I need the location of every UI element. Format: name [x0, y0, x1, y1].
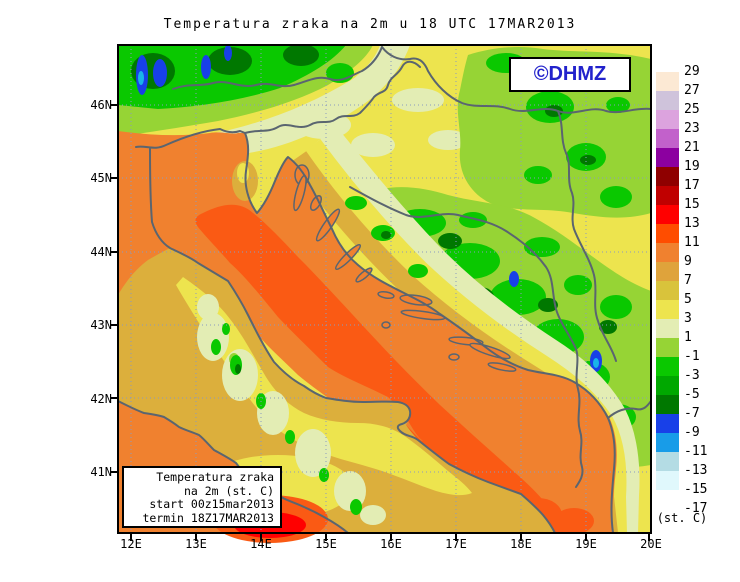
colorbar-block — [656, 376, 679, 395]
dhmz-watermark-text: ©DHMZ — [533, 63, 607, 85]
x-tick-label: 15E — [315, 537, 337, 551]
colorbar-tick-label: 23 — [684, 121, 700, 136]
colorbar-tick-label: -13 — [684, 463, 708, 478]
colorbar-block — [656, 91, 679, 110]
colorbar-tick-label: -7 — [684, 406, 700, 421]
colorbar-block — [656, 243, 679, 262]
colorbar-block — [656, 281, 679, 300]
colorbar-tick-label: 15 — [684, 197, 700, 212]
colorbar-block — [656, 72, 679, 91]
run-info-line: termin 18Z17MAR2013 — [142, 510, 274, 525]
colorbar-tick-label: -17 — [684, 501, 708, 516]
colorbar-tick-label: -11 — [684, 444, 708, 459]
y-tick-label: 41N — [90, 465, 112, 479]
y-tick-label: 43N — [90, 318, 112, 333]
colorbar-tick-label: -9 — [684, 425, 700, 440]
colorbar-tick-label: -15 — [684, 482, 708, 497]
x-tick-label: 19E — [575, 537, 597, 551]
colorbar-block — [656, 186, 679, 205]
colorbar-block — [656, 319, 679, 338]
colorbar-block — [656, 148, 679, 167]
colorbar-block — [656, 414, 679, 433]
colorbar-block — [656, 300, 679, 319]
x-tick-label: 12E — [120, 537, 142, 551]
colorbar-tick-label: 17 — [684, 178, 700, 193]
y-tick-label: 46N — [90, 98, 112, 112]
colorbar-tick-label: 13 — [684, 216, 700, 231]
x-tick-label: 16E — [380, 537, 402, 551]
graticule — [118, 45, 651, 533]
run-info-box: Temperatura zraka na 2m (st. C) start 00z1… — [122, 466, 282, 528]
coastlines — [117, 128, 616, 534]
colorbar-tick-label: 29 — [684, 64, 700, 79]
colorbar-block — [656, 338, 679, 357]
colorbar-tick-label: 7 — [684, 273, 692, 288]
colorbar-block — [656, 471, 679, 490]
map-canvas — [110, 44, 652, 543]
colorbar-block — [656, 110, 679, 129]
y-tick-label: 42N — [90, 391, 112, 406]
map-frame — [110, 44, 652, 541]
dhmz-watermark-box: ©DHMZ — [509, 57, 631, 92]
colorbar-block — [656, 395, 679, 414]
colorbar-block — [656, 452, 679, 471]
colorbar-block — [656, 357, 679, 376]
colorbar-tick-label: -3 — [684, 368, 700, 383]
run-info-line: na 2m (st. C) — [183, 483, 274, 498]
colorbar-tick-label: 5 — [684, 292, 692, 307]
colorbar-tick-label: -5 — [684, 387, 700, 402]
colorbar-block — [656, 167, 679, 186]
colorbar-tick-label: 3 — [684, 311, 692, 326]
colorbar-tick-label: 19 — [684, 159, 700, 174]
colorbar-unit-label: (st. C) — [656, 511, 708, 525]
x-tick-label: 20E — [640, 537, 662, 551]
colorbar-tick-label: 21 — [684, 140, 700, 155]
y-tick-label: 45N — [90, 171, 112, 186]
colorbar-block — [656, 224, 679, 243]
country-borders — [172, 46, 652, 488]
x-tick-label: 17E — [445, 537, 467, 551]
x-tick-label: 18E — [510, 537, 532, 551]
colorbar-block — [656, 129, 679, 148]
page-title: Temperatura zraka na 2m u 18 UTC 17MAR20… — [163, 17, 577, 32]
colorbar-tick-label: 9 — [684, 254, 692, 269]
colorbar-tick-label: -1 — [684, 349, 700, 364]
x-tick-label: 13E — [185, 537, 207, 551]
colorbar-block — [656, 433, 679, 452]
colorbar-block — [656, 205, 679, 224]
run-info-line: Temperatura zraka — [156, 470, 274, 484]
colorbar-tick-label: 11 — [684, 235, 700, 250]
colorbar-tick-label: 1 — [684, 330, 692, 345]
colorbar-tick-label: 25 — [684, 102, 700, 117]
run-info-line: start 00z15mar2013 — [149, 497, 274, 511]
y-tick-label: 44N — [90, 244, 112, 259]
colorbar-tick-label: 27 — [684, 83, 700, 98]
x-tick-label: 14E — [250, 537, 272, 551]
colorbar-block — [656, 490, 679, 509]
colorbar-block — [656, 262, 679, 281]
